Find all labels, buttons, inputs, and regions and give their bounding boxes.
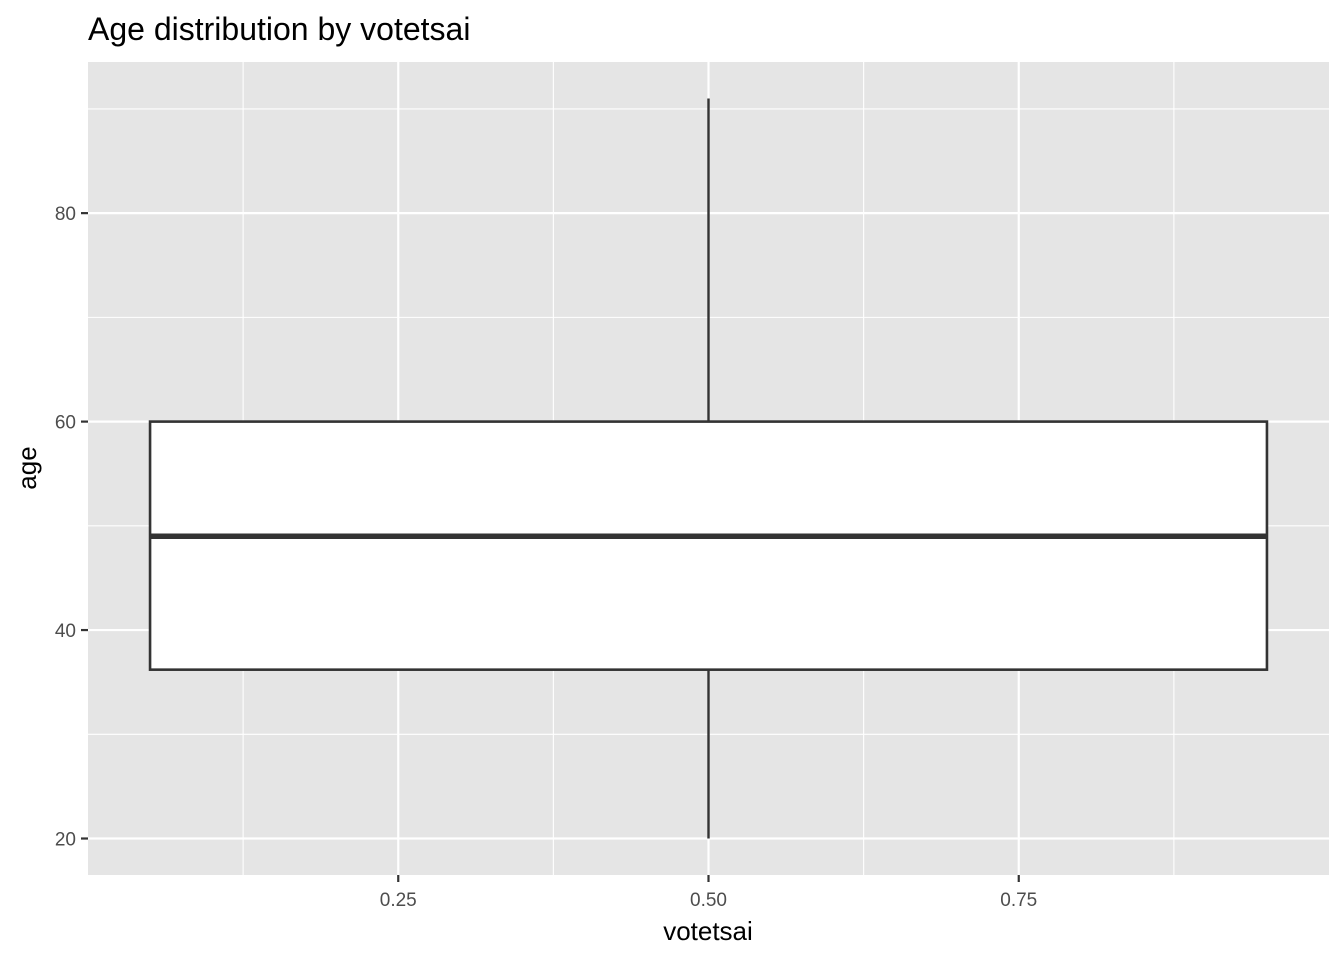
y-tick-label: 60 (55, 413, 76, 434)
x-axis-title: votetsai (663, 916, 753, 946)
y-axis: 20 40 60 80 (55, 204, 88, 851)
x-tick-label: 0.50 (690, 890, 727, 911)
y-tick-label: 20 (55, 830, 76, 851)
x-tick-label: 0.25 (380, 890, 417, 911)
y-tick-label: 80 (55, 204, 76, 225)
box-iqr (148, 420, 1269, 671)
y-tick-label: 40 (55, 621, 76, 642)
x-axis: 0.25 0.50 0.75 (380, 875, 1037, 911)
boxplot (148, 98, 1269, 839)
y-axis-title: age (12, 446, 42, 489)
x-tick-label: 0.75 (1000, 890, 1037, 911)
chart-title: Age distribution by votetsai (88, 11, 470, 47)
